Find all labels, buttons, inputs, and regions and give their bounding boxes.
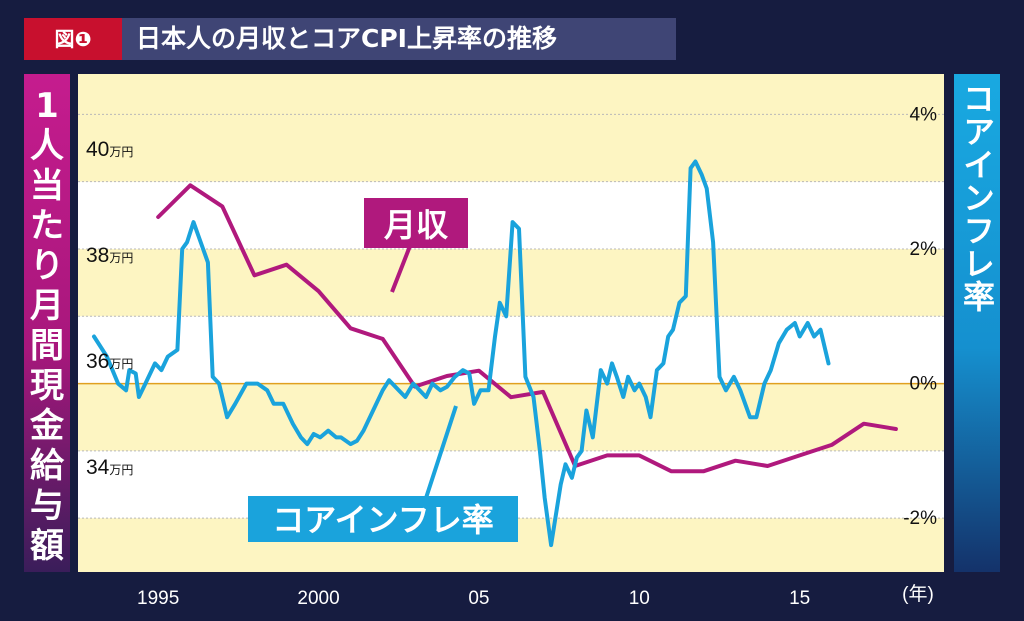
left-axis-title-char: 金 [30,406,64,446]
figure-badge: 図❶ [24,18,122,60]
left-axis-title-char: 1 [35,86,59,126]
x-tick-label: 10 [629,588,650,609]
left-axis-title-char: た [30,206,64,246]
income-line [156,183,898,474]
right-tick-label: -2% [903,508,937,529]
plot-band [78,383,944,451]
left-axis-title-char: 間 [30,326,64,366]
right-axis-title: コアインフレ率 [958,82,996,313]
inflation-callout-label: コアインフレ率 [272,501,493,539]
inflation-callout-box [248,496,518,542]
inflation-callout-line [424,405,458,499]
right-axis-title-band: コアインフレ率 [954,74,1000,572]
left-axis-title-char: 額 [30,526,64,566]
left-tick-label: 34万円 [86,456,133,479]
income-callout-box [364,198,468,248]
left-axis-title-char: り [30,246,64,286]
x-tick-label: 1995 [137,588,179,609]
right-tick-label: 4% [910,104,938,125]
x-tick-label: 15 [789,588,810,609]
left-tick-label: 36万円 [86,350,133,373]
x-unit-label: (年) [902,583,934,605]
title-bar: 図❶ 日本人の月収とコアCPI上昇率の推移 [24,18,676,60]
left-axis-title-char: 与 [30,486,64,526]
x-tick-label: 05 [468,588,489,609]
left-tick-label: 40万円 [86,138,133,161]
left-axis-title-char: 給 [30,446,64,486]
income-callout-label: 月収 [384,206,448,244]
right-tick-label: 0% [910,374,938,395]
chart-title: 日本人の月収とコアCPI上昇率の推移 [136,24,557,53]
inflation-line [92,159,831,548]
income-callout-line [390,245,412,293]
left-axis-title-char: 現 [30,366,64,406]
left-tick-label: 38万円 [86,244,133,267]
plot-band [78,74,944,182]
left-axis-title-char: 当 [30,166,64,206]
left-axis-title-char: 人 [30,126,64,166]
right-tick-label: 2% [910,239,938,260]
left-axis-title-char: 月 [30,286,64,326]
x-tick-label: 2000 [297,588,339,609]
